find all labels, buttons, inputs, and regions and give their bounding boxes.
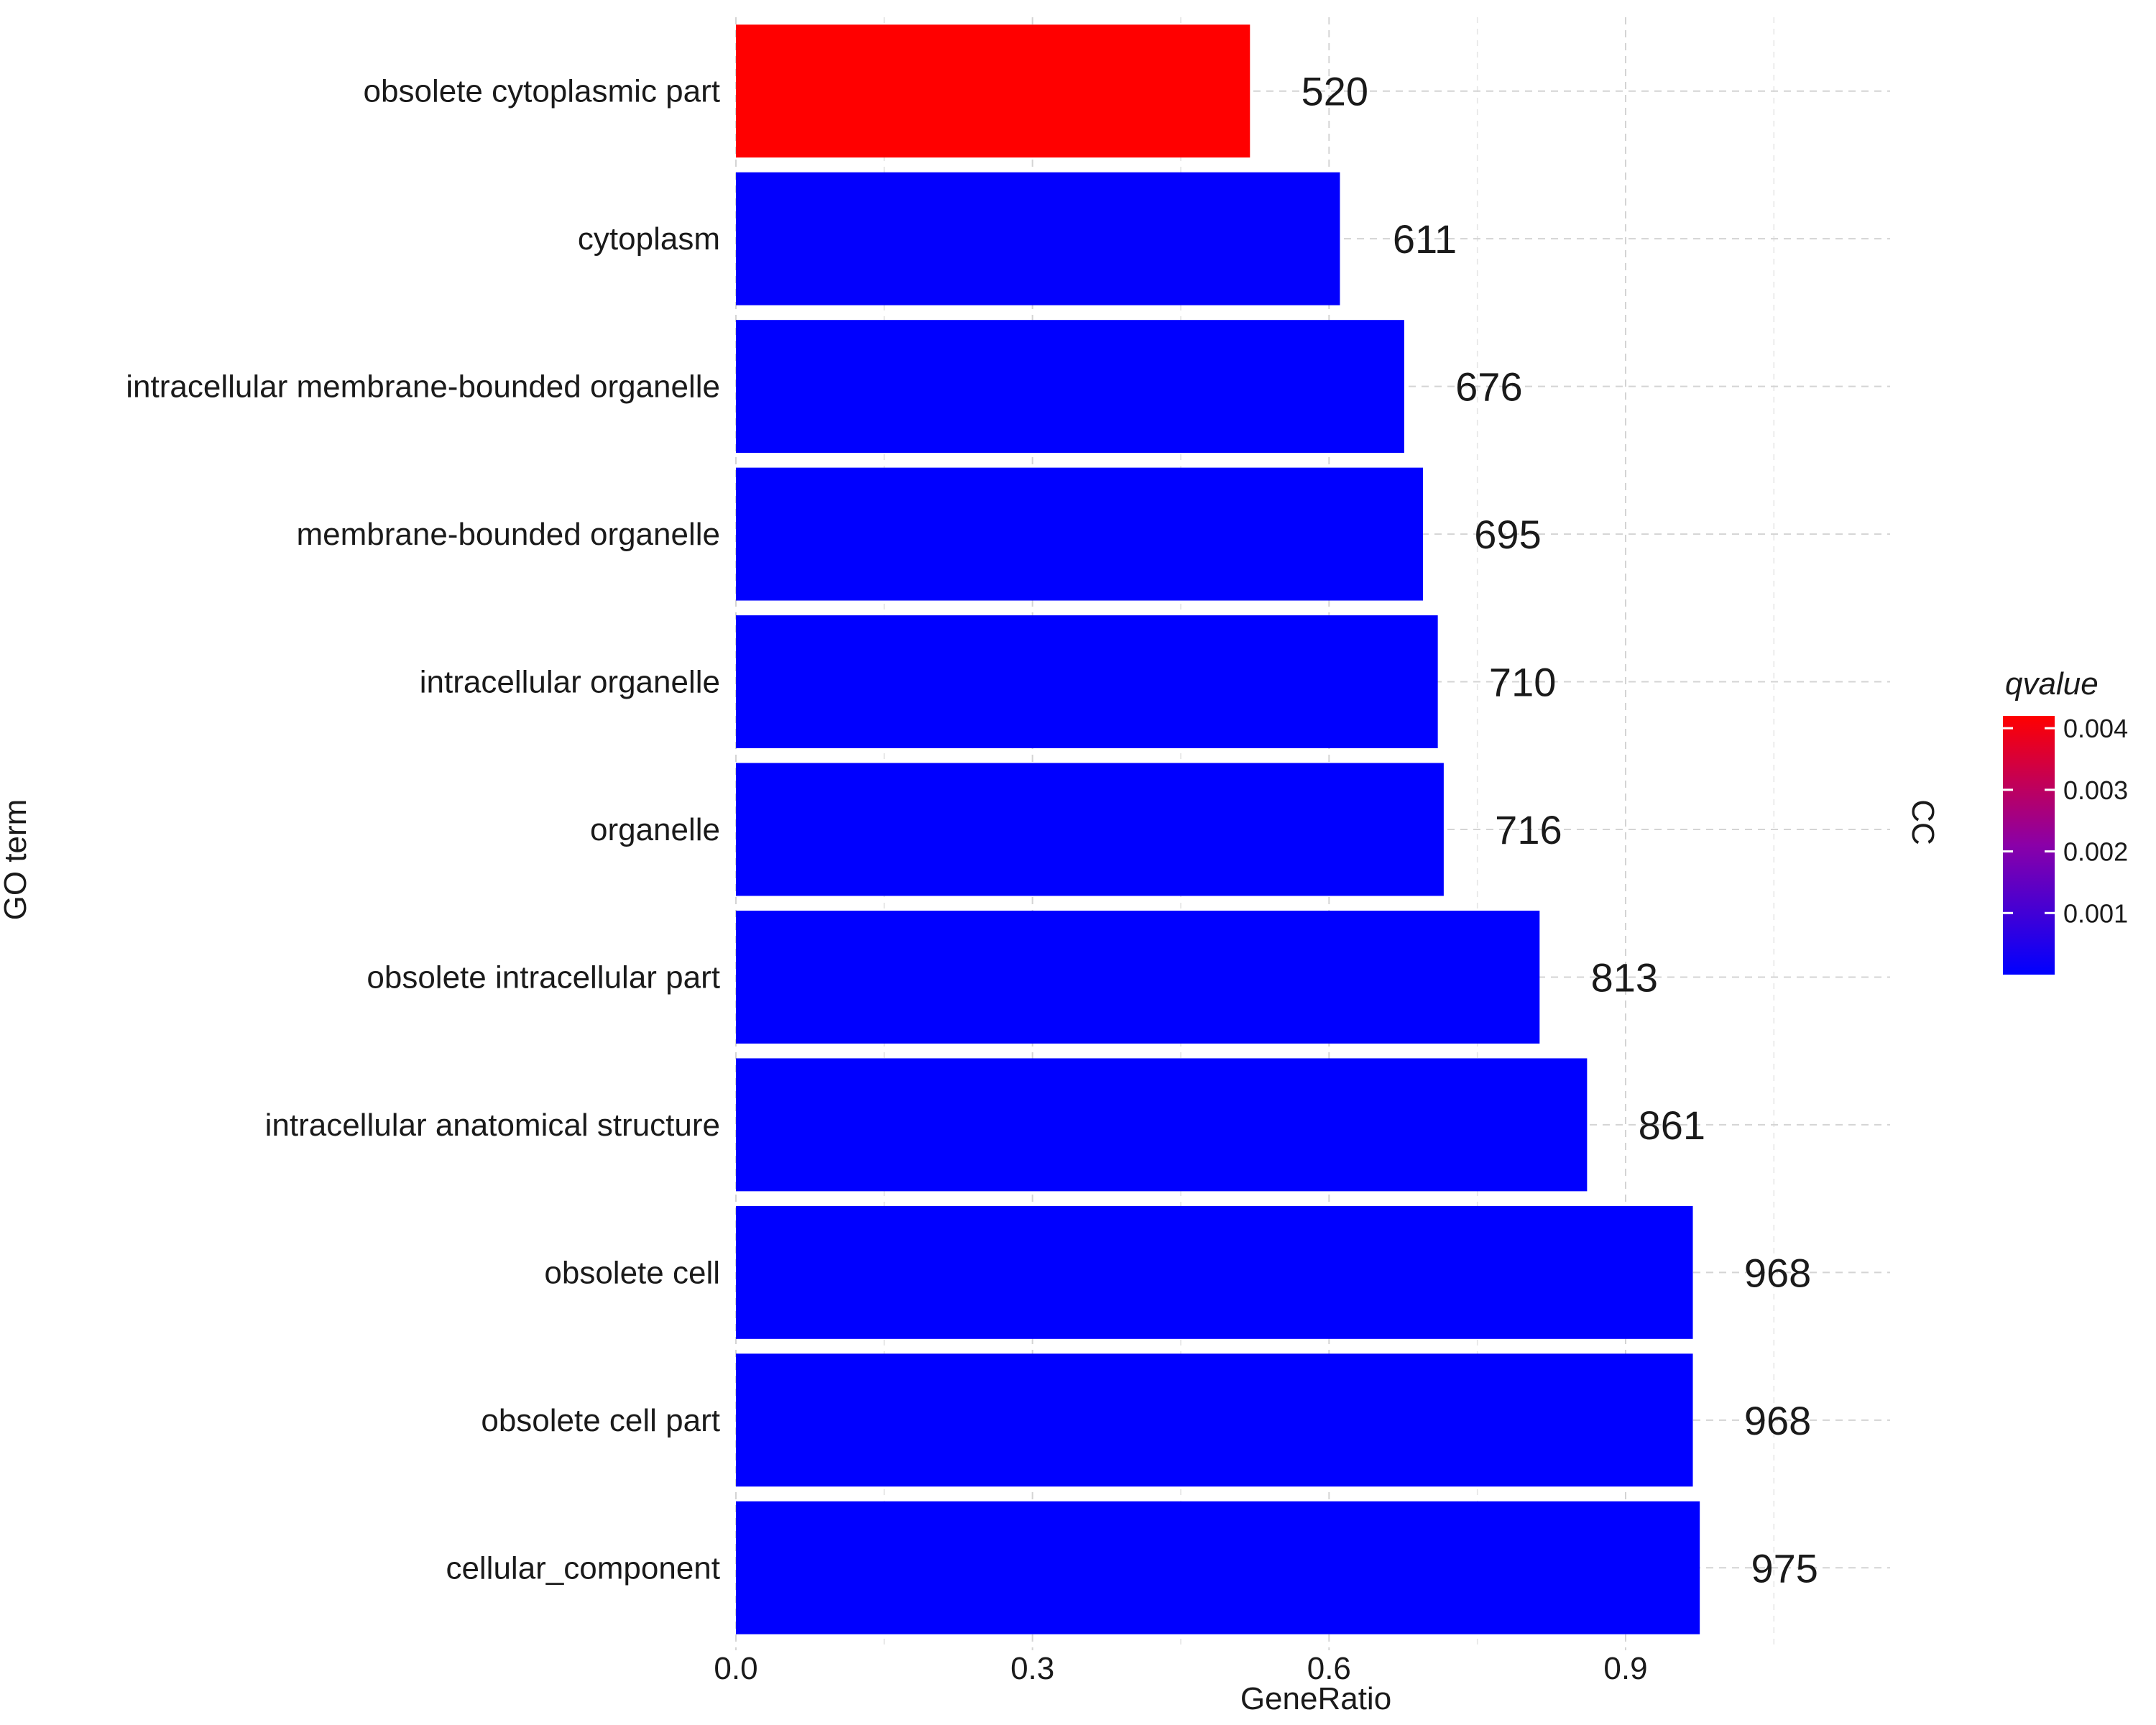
x-tick-label: 0.6 <box>1307 1651 1351 1686</box>
bar-value-label: 520 <box>1302 69 1368 114</box>
bar-value-label: 716 <box>1495 807 1562 852</box>
x-axis-title: GeneRatio <box>1240 1681 1391 1716</box>
x-tick-label: 0.0 <box>714 1651 757 1686</box>
bar <box>736 1353 1693 1487</box>
category-label: obsolete intracellular part <box>367 960 720 995</box>
legend-title: qvalue <box>2005 666 2099 702</box>
bar <box>736 763 1444 896</box>
bar-value-label: 813 <box>1591 954 1658 1000</box>
x-tick-label: 0.9 <box>1603 1651 1647 1686</box>
bar-value-label: 710 <box>1489 660 1556 705</box>
category-label: cytoplasm <box>578 221 720 257</box>
legend-colorbar <box>2003 716 2055 975</box>
bar <box>736 1501 1700 1634</box>
category-label: cellular_component <box>446 1550 720 1586</box>
facet-strip-label: CC <box>1905 799 1940 845</box>
bar <box>736 172 1340 305</box>
x-tick-label: 0.3 <box>1010 1651 1054 1686</box>
category-label: obsolete cell <box>544 1255 720 1290</box>
category-labels: obsolete cytoplasmic part cytoplasm intrac… <box>126 74 720 1586</box>
legend-tick-label: 0.001 <box>2063 898 2128 928</box>
category-label: intracellular anatomical structure <box>265 1108 720 1143</box>
bar <box>736 911 1540 1044</box>
bar-value-label: 861 <box>1639 1103 1705 1148</box>
legend-tick-label: 0.004 <box>2063 714 2128 743</box>
category-label: membrane-bounded organelle <box>296 517 720 552</box>
category-label: intracellular membrane-bounded organelle <box>126 369 720 405</box>
bar-value-label: 676 <box>1455 364 1522 410</box>
x-axis-ticks: 0.0 0.3 0.6 0.9 <box>714 1651 1647 1686</box>
color-legend: qvalue 0.004 0.003 0.002 0.001 <box>2003 666 2128 975</box>
bars <box>736 24 1700 1634</box>
category-label: intracellular organelle <box>420 665 720 700</box>
legend-tick-label: 0.002 <box>2063 837 2128 867</box>
category-label: obsolete cell part <box>481 1403 720 1438</box>
category-label: obsolete cytoplasmic part <box>364 74 720 109</box>
bar-value-label: 968 <box>1744 1250 1811 1295</box>
bar <box>736 24 1250 158</box>
bar-value-label: 611 <box>1393 216 1457 262</box>
bar <box>736 467 1424 601</box>
bar <box>736 615 1438 748</box>
bar <box>736 320 1404 454</box>
bar <box>736 1058 1588 1192</box>
category-label: organelle <box>590 812 720 847</box>
y-axis-title: GO term <box>0 799 33 921</box>
bar <box>736 1205 1693 1339</box>
value-labels: 520 611 676 695 710 716 813 861 968 968 975 <box>1302 69 1818 1591</box>
bar-value-label: 968 <box>1744 1398 1811 1443</box>
legend-tick-label: 0.003 <box>2063 776 2128 805</box>
bar-value-label: 975 <box>1751 1545 1818 1591</box>
legend-ticks: 0.004 0.003 0.002 0.001 <box>2003 714 2128 928</box>
bar-value-label: 695 <box>1474 512 1541 557</box>
